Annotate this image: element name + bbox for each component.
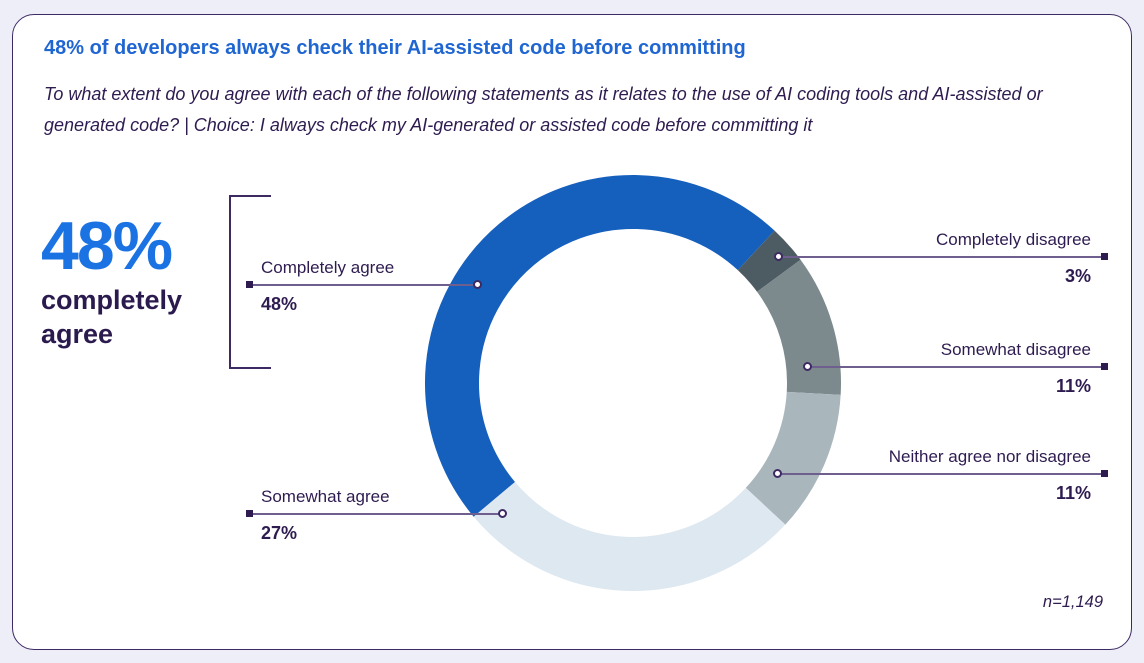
leader-line	[803, 362, 1108, 371]
highlight-label: completely agree	[41, 283, 241, 351]
slice-label-completely-disagree: Completely disagree	[936, 230, 1091, 249]
highlight-value: 48%	[41, 208, 173, 284]
callout-completely-agree: Completely agree 48%	[246, 254, 482, 315]
callout-somewhat-disagree: Somewhat disagree 11%	[803, 336, 1108, 397]
circle-marker-icon	[803, 362, 812, 371]
square-marker-icon	[1101, 470, 1108, 477]
slice-label-neither: Neither agree nor disagree	[888, 447, 1091, 466]
chart-card: 48% of developers always check their AI-…	[12, 14, 1132, 650]
square-marker-icon	[1101, 363, 1108, 370]
square-marker-icon	[1101, 253, 1108, 260]
leader-line	[246, 509, 507, 518]
callout-neither-agree-nor-disagree: Neither agree nor disagree 11%	[773, 443, 1108, 504]
sample-size: n=1,149	[1042, 593, 1103, 611]
highlight-stat: 48% completely agree	[41, 208, 241, 351]
slice-label-somewhat-disagree: Somewhat disagree	[940, 340, 1091, 359]
slice-label-somewhat-agree: Somewhat agree	[261, 487, 390, 506]
slice-label-completely-agree: Completely agree	[261, 258, 395, 277]
circle-marker-icon	[773, 469, 782, 478]
donut-slice-completely-agree	[425, 175, 841, 591]
slice-value-completely-agree: 48%	[261, 294, 298, 314]
donut-slices	[425, 175, 841, 591]
chart-subtitle: To what extent do you agree with each of…	[44, 84, 1043, 135]
highlight-label-line2: agree	[41, 319, 114, 349]
slice-value-somewhat-agree: 27%	[261, 523, 298, 543]
slice-value-neither: 11%	[1055, 483, 1091, 503]
highlight-label-line1: completely	[41, 285, 183, 315]
donut-chart	[423, 173, 843, 593]
circle-marker-icon	[473, 280, 482, 289]
highlight-bracket	[229, 195, 271, 369]
chart-title: 48% of developers always check their AI-…	[44, 37, 746, 59]
square-marker-icon	[246, 510, 253, 517]
donut-svg	[425, 175, 841, 591]
leader-line	[773, 469, 1108, 478]
callout-somewhat-agree: Somewhat agree 27%	[246, 483, 507, 544]
callout-completely-disagree: Completely disagree 3%	[774, 226, 1108, 287]
circle-marker-icon	[774, 252, 783, 261]
donut-slice-completely-disagree	[425, 175, 841, 591]
circle-marker-icon	[498, 509, 507, 518]
slice-value-completely-disagree: 3%	[1064, 266, 1091, 286]
slice-value-somewhat-disagree: 11%	[1055, 376, 1091, 396]
leader-line	[774, 252, 1108, 261]
square-marker-icon	[246, 281, 253, 288]
leader-line	[246, 280, 482, 289]
